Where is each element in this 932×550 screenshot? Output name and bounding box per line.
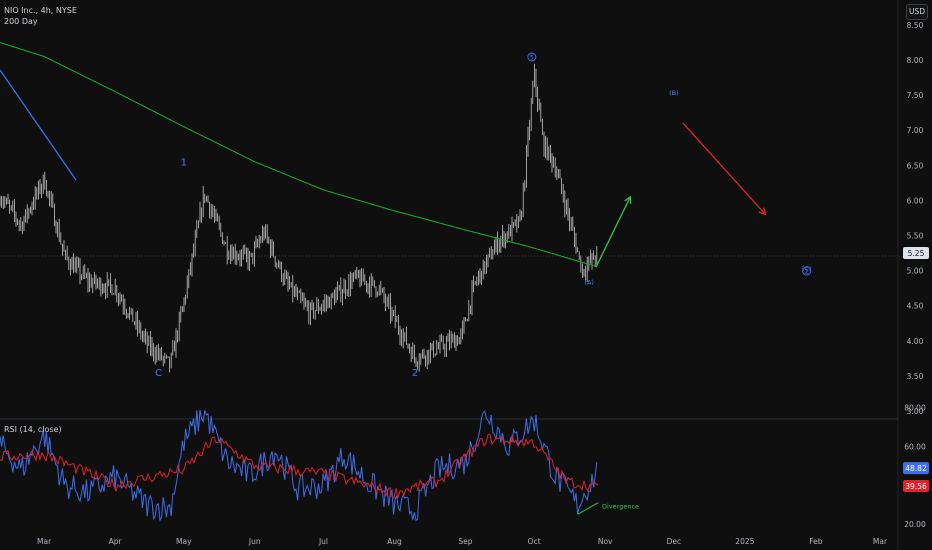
price-tick-5: 6.00	[907, 196, 924, 205]
time-tick-12: Mar	[873, 537, 888, 546]
wave-label-0[interactable]: C	[155, 368, 162, 379]
time-axis[interactable]: Mar Apr May Jun Jul Aug Sep Oct Nov Dec 2025 Feb Mar…	[37, 537, 932, 546]
time-tick-9: Dec	[667, 537, 682, 546]
wave-label-1[interactable]: 1	[181, 157, 187, 168]
rsi-lines	[0, 409, 599, 522]
rsi-tick-3: 20.00	[904, 520, 926, 529]
candles	[0, 63, 598, 373]
rsi-line	[0, 409, 598, 522]
divergence-label[interactable]: Divergence	[602, 503, 639, 511]
time-tick-1: Apr	[109, 537, 123, 546]
wave-label-2[interactable]: 2	[412, 368, 418, 379]
rsi-tick-0: 80.00	[904, 404, 926, 413]
wave-label-3[interactable]: 5	[530, 54, 534, 61]
wave-circle-3	[527, 52, 537, 62]
trend-line-segment[interactable]	[0, 69, 77, 181]
rsi-ma-value-badge: 39.56	[905, 482, 927, 491]
price-tick-11: 3.00	[907, 407, 924, 416]
rsi-ma-value-badge-bg	[903, 480, 929, 493]
symbol-title: NIO Inc., 4h, NYSE	[4, 6, 77, 15]
price-tick-4: 6.50	[907, 161, 924, 170]
time-tick-11: Feb	[809, 537, 823, 546]
wave-label-5[interactable]: (B)	[669, 89, 679, 97]
time-tick-5: Aug	[387, 537, 402, 546]
wave-label-6[interactable]: (C)	[802, 265, 812, 273]
rsi-tick-1: 60.00	[904, 442, 926, 451]
time-tick-6: Sep	[458, 537, 472, 546]
time-tick-7: Oct	[528, 537, 541, 546]
price-tick-8: 4.50	[907, 302, 924, 311]
arrow-down-shaft[interactable]	[682, 122, 766, 215]
current-price-badge: 5.25	[908, 249, 925, 258]
projection-arrows[interactable]	[595, 122, 767, 268]
price-axis[interactable]: 8.50 8.00 7.50 7.00 6.50 6.00 5.50 5.00 4.50 4.00…	[907, 21, 924, 416]
time-tick-8: Nov	[598, 537, 613, 546]
price-tick-2: 7.50	[907, 91, 924, 100]
wave-circle-7	[802, 266, 812, 276]
time-tick-10: 2025	[735, 537, 754, 546]
rsi-ma-line	[0, 433, 599, 500]
time-tick-3: Jun	[248, 537, 261, 546]
price-tick-3: 7.00	[907, 126, 924, 135]
time-tick-0: Mar	[37, 537, 52, 546]
rsi-legend[interactable]: RSI (14, close)	[4, 425, 62, 434]
arrow-up-shaft[interactable]	[595, 196, 631, 268]
arrow-down-head[interactable]	[758, 207, 767, 216]
current-price-badge-bg	[903, 247, 929, 260]
ma-200	[0, 41, 598, 268]
ma-line	[0, 41, 598, 268]
wave-label-4[interactable]: (A)	[584, 279, 594, 287]
price-tick-10: 3.50	[907, 372, 924, 381]
time-tick-4: Jul	[318, 537, 328, 546]
rsi-value-badge-bg	[903, 462, 929, 475]
wave-label-7[interactable]: 2	[805, 269, 809, 276]
price-tick-1: 8.00	[907, 56, 924, 65]
value-badges: 5.25 48.82 39.56	[903, 247, 929, 493]
trend-line[interactable]	[0, 69, 77, 181]
divergence-line	[577, 502, 599, 515]
rsi-value-badge: 48.82	[905, 464, 927, 473]
currency-button[interactable]: USD	[906, 4, 928, 20]
ma-legend[interactable]: 200 Day	[4, 17, 38, 26]
price-tick-6: 5.50	[907, 232, 924, 241]
arrow-up-head[interactable]	[624, 195, 632, 204]
price-tick-0: 8.50	[907, 21, 924, 30]
time-tick-2: May	[176, 537, 192, 546]
price-tick-9: 4.00	[907, 337, 924, 346]
price-tick-7: 5.00	[907, 267, 924, 276]
